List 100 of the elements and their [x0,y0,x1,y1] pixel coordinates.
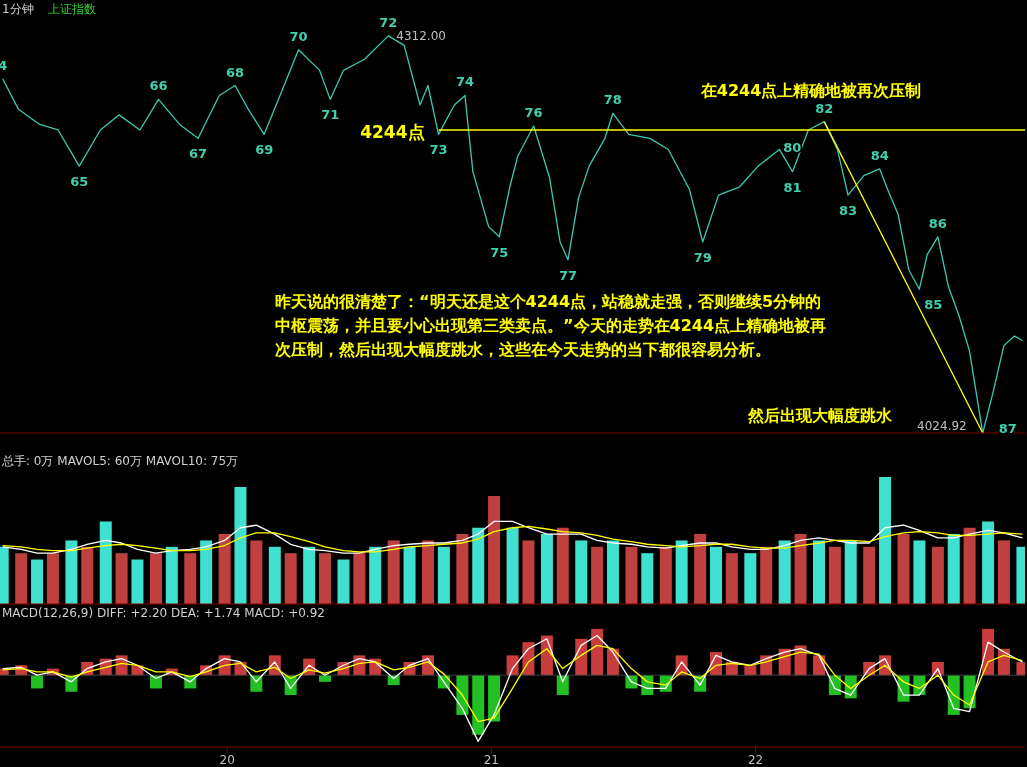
annotation: 73 [429,142,448,158]
annotation: 4244点 [360,121,425,142]
annotation: 86 [928,215,947,231]
x-tick-label: 20 [219,752,235,767]
bar [828,546,841,604]
annotation: 74 [455,74,474,90]
bar [437,546,450,604]
bar [675,540,688,604]
bar [472,527,485,604]
annotation: 在4244点上精确地被再次压制 [699,80,922,100]
annotation: 71 [321,107,340,123]
annotation: 83 [838,203,858,219]
bar [844,540,857,604]
bar [813,540,826,604]
chart-subtitle: 上证指数 [47,2,96,16]
bar [268,546,281,604]
bar [65,540,78,604]
chart-title: MACD(12,26,9) DIFF: +2.20 DEA: +1.74 MACD: +0.92 [2,606,325,620]
bar [947,534,960,604]
annotation: 然后出现大幅度跳水 [748,406,892,425]
annotation: 65 [70,174,89,190]
bar [591,546,604,604]
bar [81,546,94,604]
bar [659,546,672,604]
chart-title: 总手: 0万 MAVOL5: 60万 MAVOL10: 75万 [2,454,239,468]
bar [31,675,44,689]
bar [353,553,366,604]
bar [540,534,553,604]
bar [556,527,569,604]
bar [913,540,926,604]
bar [863,546,876,604]
annotation: 84 [870,147,889,163]
bar [369,546,382,604]
bar [422,540,435,604]
annotation: 72 [379,14,398,30]
x-tick-label: 21 [483,752,500,767]
annotation: 68 [226,64,245,80]
bar [709,546,722,604]
bar [982,521,995,604]
bar [725,553,738,604]
bar [403,546,416,604]
bar [575,540,588,604]
bar [963,527,976,604]
annotation: 76 [524,105,543,121]
annotation: 77 [558,267,578,283]
bar [15,553,28,604]
bar [184,553,197,604]
annotation: 78 [603,92,622,108]
bar [641,553,654,604]
bar [303,546,316,604]
bar [506,655,519,676]
bar [625,546,638,604]
bar [879,476,892,604]
bar [149,553,162,604]
bar [591,628,604,676]
bar [606,540,619,604]
bar [115,553,128,604]
bar [794,645,807,676]
bar [46,553,59,604]
bar [99,521,112,604]
annotation: 70 [289,28,308,44]
bar [456,534,469,604]
bar [997,540,1010,604]
bar [200,540,213,604]
bar [387,540,400,604]
annotation: 85 [924,297,943,313]
annotation: 4312.00 [396,28,446,43]
bar [284,553,297,604]
bar [778,540,791,604]
x-tick-label: 22 [747,752,764,767]
annotation: 80 [783,139,802,155]
bar [694,534,707,604]
annotation: 67 [189,146,208,162]
bar [131,559,144,604]
annotation: 昨天说的很清楚了：“明天还是这个4244点，站稳就走强，否则继续5分钟的中枢震荡，并且要小心出现第三类卖点。”今天的走势在4244点上精确地被再次压制，然后出现大幅度跳水，这些在今天走势的当下都很容易分析。 [275,291,828,361]
bar [472,675,485,735]
bar [794,534,807,604]
bar [931,546,944,604]
bar [234,487,247,604]
bar [250,540,263,604]
bar [319,553,332,604]
annotation: 4024.92 [917,419,967,433]
bar [522,540,535,604]
annotation: 66 [149,78,168,94]
bar [897,534,910,604]
bar [744,665,757,676]
bar [488,495,501,604]
chart-title: 1分钟 [2,2,34,16]
bar [744,553,757,604]
annotation: 81 [783,179,802,195]
bar [218,534,231,604]
bar [506,527,519,604]
annotation: 79 [693,249,712,265]
bar [31,559,44,604]
bar [165,546,178,604]
annotation: 82 [815,100,834,116]
annotation: 87 [998,421,1017,436]
annotation: 69 [255,142,274,158]
bar [760,546,773,604]
bar [337,559,350,604]
